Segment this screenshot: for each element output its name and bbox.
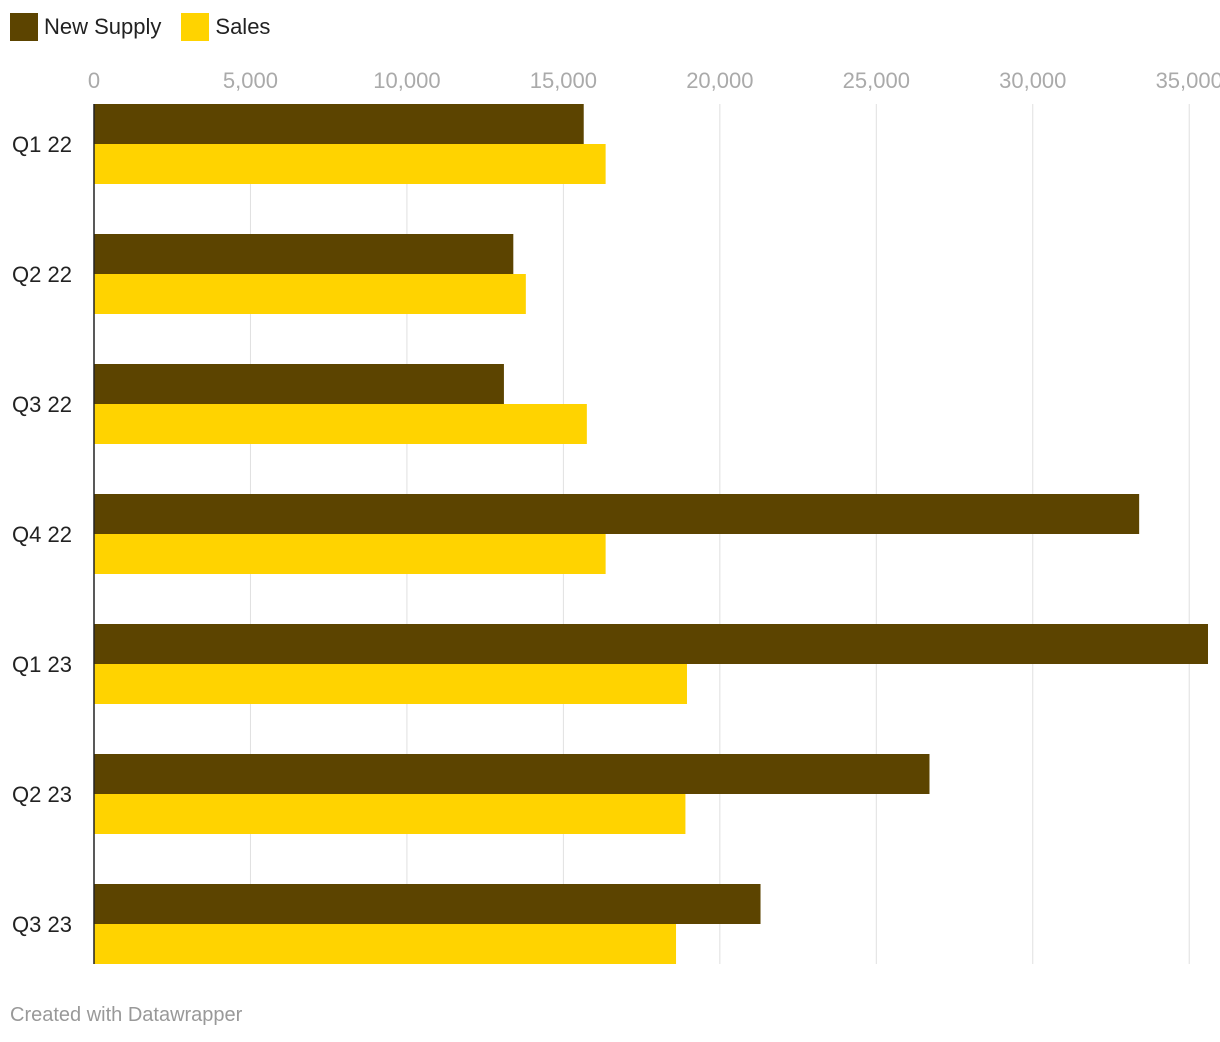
x-tick-label-7: 35,000 [1156,68,1220,93]
category-label-q3-22: Q3 22 [12,392,72,417]
bar-sales-q3-23 [94,924,677,964]
category-label-q4-22: Q4 22 [12,522,72,547]
legend-swatch-new-supply [10,13,38,41]
bar-sales-q2-23 [94,794,686,834]
category-label-q3-23: Q3 23 [12,912,72,937]
legend-swatch-sales [181,13,210,41]
bar-sales-q1-22 [94,144,606,184]
bar-new-supply-q3-22 [94,364,504,404]
chart-legend: New Supply Sales [10,12,290,42]
bar-sales-q4-22 [94,534,606,574]
bar-new-supply-q2-22 [94,234,514,274]
bar-new-supply-q3-23 [94,884,761,924]
x-tick-label-2: 10,000 [373,68,440,93]
category-label-q1-22: Q1 22 [12,132,72,157]
x-tick-label-3: 15,000 [530,68,597,93]
bar-new-supply-q1-23 [94,624,1208,664]
legend-item-new-supply: New Supply [10,13,161,41]
legend-label-new-supply: New Supply [44,14,162,39]
bar-new-supply-q4-22 [94,494,1140,534]
x-tick-label-4: 20,000 [686,68,753,93]
x-tick-label-5: 25,000 [843,68,910,93]
category-label-q2-23: Q2 23 [12,782,72,807]
legend-label-sales: Sales [215,14,271,39]
category-label-q2-22: Q2 22 [12,262,72,287]
legend-item-sales: Sales [181,13,270,41]
category-label-q1-23: Q1 23 [12,652,72,677]
x-tick-label-1: 5,000 [223,68,278,93]
bar-sales-q1-23 [94,664,687,704]
bar-new-supply-q1-22 [94,104,584,144]
credit-text[interactable]: Created with Datawrapper [10,1004,243,1026]
x-tick-label-6: 30,000 [999,68,1066,93]
bar-sales-q2-22 [94,274,526,314]
bar-new-supply-q2-23 [94,754,930,794]
x-tick-label-0: 0 [88,68,100,93]
bar-sales-q3-22 [94,404,587,444]
